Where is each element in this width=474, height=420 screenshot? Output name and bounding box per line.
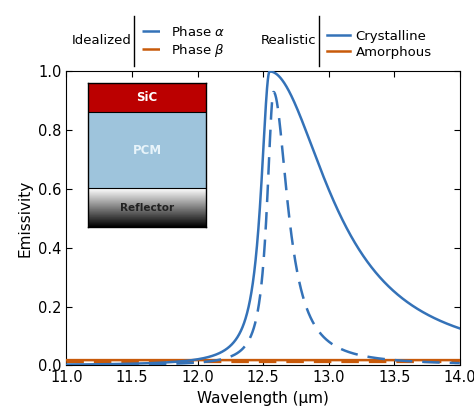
X-axis label: Wavelength (μm): Wavelength (μm)	[197, 391, 329, 406]
Y-axis label: Emissivity: Emissivity	[18, 180, 32, 257]
Text: Realistic: Realistic	[261, 34, 316, 47]
Legend: Crystalline, Amorphous: Crystalline, Amorphous	[327, 30, 432, 59]
Text: Idealized: Idealized	[72, 34, 131, 47]
